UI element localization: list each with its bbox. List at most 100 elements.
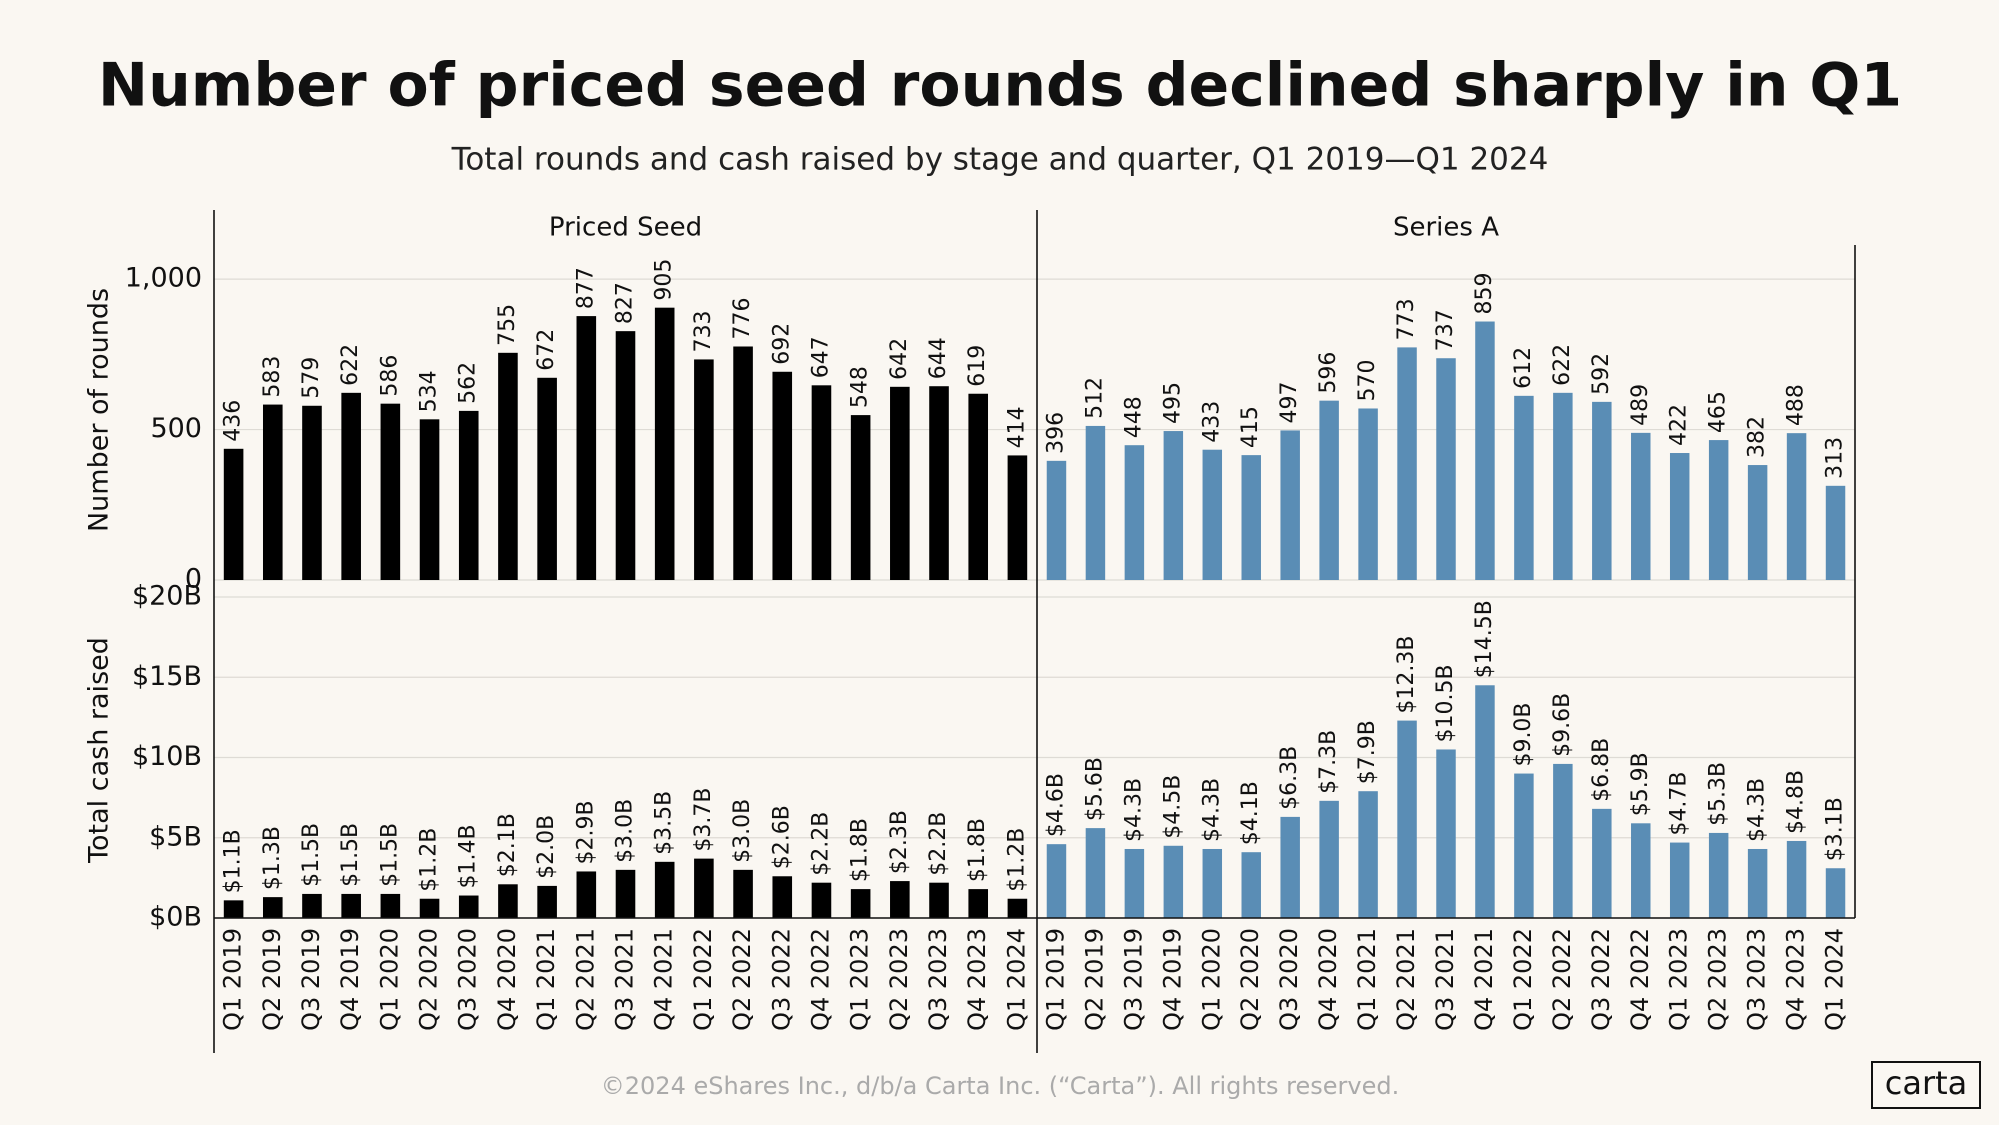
bar [1280,430,1300,580]
value-label: 488 [1784,384,1809,426]
bar [1747,848,1768,918]
bar [1553,763,1573,918]
bar [1708,832,1729,918]
chart-subtitle: Total rounds and cash raised by stage an… [451,142,1549,178]
x-tick-label: Q4 2019 [1158,928,1186,1031]
y-tick-label: $20B [132,581,202,612]
value-label: 644 [926,337,951,379]
bar [1358,408,1378,580]
x-tick-label: Q3 2019 [1119,928,1147,1031]
value-label: $10.5B [1433,664,1458,742]
bar [380,893,401,918]
value-label: $4.3B [1745,778,1770,842]
value-label: 733 [691,310,716,352]
value-label: 382 [1745,416,1770,458]
bar [302,405,322,580]
value-label: 497 [1277,381,1302,423]
bar [1202,848,1223,918]
panel-title: Priced Seed [549,213,702,243]
bar [1669,842,1690,918]
value-label: $1.5B [299,823,324,887]
bar [576,871,597,918]
value-label: 465 [1706,391,1731,433]
value-label: $12.3B [1394,636,1419,714]
value-label: 436 [221,400,246,442]
value-label: 859 [1472,273,1497,315]
bar [1436,358,1456,580]
value-label: 570 [1355,359,1380,401]
value-label: 422 [1667,404,1692,446]
x-tick-label: Q1 2021 [1353,928,1381,1031]
x-tick-label: Q3 2023 [924,928,952,1031]
bar [1553,392,1573,580]
value-label: 579 [299,357,324,399]
value-label: $1.8B [848,818,873,882]
x-tick-label: Q3 2021 [1431,928,1459,1031]
x-tick-label: Q4 2019 [336,928,364,1031]
value-label: $1.4B [456,824,481,888]
bar [1514,395,1534,580]
bar [654,307,675,580]
value-label: $4.7B [1667,771,1692,835]
bar [223,900,244,918]
bar [1631,432,1651,580]
x-tick-label: Q2 2021 [571,928,599,1031]
value-label: 642 [887,338,912,380]
value-label: $4.6B [1043,773,1068,837]
value-label: $4.3B [1199,778,1224,842]
value-label: $14.5B [1472,600,1497,678]
value-label: $1.5B [377,823,402,887]
y-tick-label: 1,000 [125,263,202,294]
bar [341,893,361,918]
bar [537,885,557,918]
x-tick-label: Q2 2023 [885,928,913,1031]
value-label: 586 [377,355,402,397]
bar [1436,749,1456,918]
bar [1007,455,1028,580]
value-label: $1.2B [1004,828,1029,892]
bar [929,386,949,580]
value-label: $2.1B [495,813,520,877]
bar [1786,840,1807,918]
bar [1280,816,1300,918]
value-label: 433 [1199,401,1224,443]
value-label: 755 [495,304,520,346]
bar [537,377,557,580]
value-label: $2.2B [808,812,833,876]
y-tick-label: $15B [132,661,202,692]
value-label: $3.0B [613,799,638,863]
value-label: $5.9B [1628,752,1653,816]
bar [419,419,440,580]
bar [654,861,675,918]
bar [1631,823,1651,918]
value-label: 534 [417,370,442,412]
y-axis-label: Total cash raised [84,637,115,864]
value-label: 489 [1628,384,1653,426]
bar [850,889,871,918]
bar [458,895,479,918]
x-tick-label: Q4 2020 [1314,928,1342,1031]
bar [811,385,832,580]
bar [1202,449,1223,580]
footer: ©2024 eShares Inc., d/b/a Carta Inc. (“C… [601,1072,1399,1100]
x-tick-label: Q3 2020 [1275,928,1303,1031]
logo: carta [1885,1064,1968,1102]
x-tick-label: Q4 2022 [1626,928,1654,1031]
y-tick-label: 500 [150,413,202,444]
bar [890,386,910,580]
bar [850,415,871,580]
bar [1592,401,1612,580]
value-label: $7.9B [1355,720,1380,784]
value-label: 692 [769,323,794,365]
value-label: 773 [1394,298,1419,340]
bar [1747,465,1768,580]
value-label: $2.6B [769,805,794,869]
bar [262,404,283,580]
value-label: $2.2B [926,812,951,876]
x-tick-label: Q3 2022 [1587,928,1615,1031]
bar [576,316,597,580]
value-label: 313 [1823,437,1848,479]
bar [341,392,361,580]
value-label: $1.8B [965,818,990,882]
bar [772,876,793,918]
